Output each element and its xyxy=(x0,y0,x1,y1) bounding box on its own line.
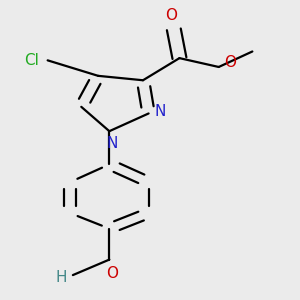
Text: N: N xyxy=(106,136,118,151)
Text: O: O xyxy=(106,266,118,281)
Text: Cl: Cl xyxy=(24,53,39,68)
Text: O: O xyxy=(165,8,177,23)
Text: H: H xyxy=(56,270,67,285)
Text: N: N xyxy=(154,104,166,119)
Text: O: O xyxy=(224,55,236,70)
